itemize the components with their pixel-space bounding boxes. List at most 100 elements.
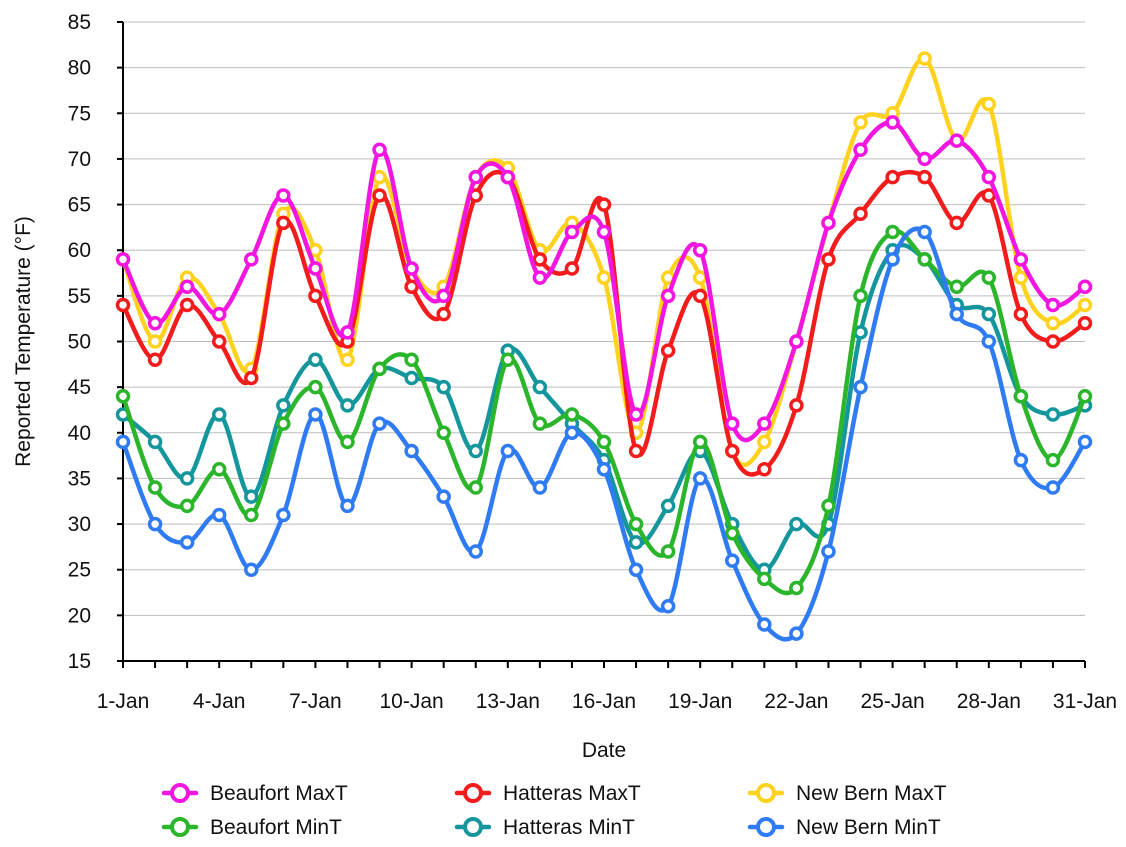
data-point-hatteras-mint <box>211 407 227 422</box>
data-point-beaufort-mint <box>853 288 868 304</box>
data-point-new-bern-maxt <box>1013 270 1029 285</box>
data-point-hatteras-maxt <box>244 370 259 386</box>
data-point-beaufort-maxt <box>532 270 548 285</box>
data-point-new-bern-mint <box>147 516 163 532</box>
data-point-hatteras-maxt <box>821 252 836 267</box>
data-point-hatteras-maxt <box>981 188 997 203</box>
data-point-new-bern-maxt <box>1077 297 1093 313</box>
data-point-beaufort-mint <box>596 434 612 450</box>
legend-item-new-bern-mint: New Bern MinT <box>747 816 941 839</box>
data-point-new-bern-mint <box>757 617 772 632</box>
y-tick-label: 35 <box>68 467 91 490</box>
data-point-beaufort-mint <box>628 516 644 532</box>
series-line-new-bern-maxt <box>120 56 1088 468</box>
legend-item-beaufort-mint: Beaufort MinT <box>161 816 342 839</box>
data-point-beaufort-maxt <box>244 252 259 267</box>
data-point-hatteras-mint <box>147 434 163 450</box>
series-group <box>115 51 1093 642</box>
legend: Beaufort MaxT Hatteras MaxT New Bern MaxT B… <box>161 782 947 839</box>
data-point-beaufort-maxt <box>564 224 580 240</box>
data-point-hatteras-mint <box>468 443 483 459</box>
data-point-beaufort-mint <box>1077 389 1093 404</box>
data-point-hatteras-maxt <box>211 334 227 349</box>
x-tick-label: 19-Jan <box>668 690 732 713</box>
series-hatteras-maxt <box>115 169 1093 477</box>
data-point-beaufort-mint <box>468 480 483 495</box>
data-point-new-bern-mint <box>500 443 516 459</box>
data-point-beaufort-maxt <box>821 215 836 231</box>
data-point-new-bern-mint <box>115 434 131 450</box>
y-tick-label: 75 <box>68 102 91 125</box>
data-point-beaufort-maxt <box>981 169 997 185</box>
data-point-new-bern-maxt <box>981 96 997 112</box>
data-point-hatteras-maxt <box>725 443 740 459</box>
data-point-beaufort-maxt <box>725 416 740 431</box>
legend-label: Hatteras MaxT <box>503 782 641 805</box>
data-point-beaufort-maxt <box>917 151 932 167</box>
data-point-beaufort-maxt <box>404 261 419 276</box>
legend-swatch-marker <box>463 817 483 837</box>
data-point-beaufort-maxt <box>211 306 227 322</box>
legend-label: Beaufort MinT <box>210 816 342 839</box>
data-point-hatteras-mint <box>308 352 323 368</box>
data-point-new-bern-mint <box>660 598 676 614</box>
tick-labels: 15 20 25 30 35 40 45 50 55 60 65 70 75 80 85 1-Jan 4-Jan… <box>68 11 1117 713</box>
data-point-beaufort-maxt <box>853 142 868 158</box>
data-point-beaufort-mint <box>372 361 387 377</box>
data-point-beaufort-maxt <box>147 315 163 331</box>
legend-swatch-marker <box>463 783 483 803</box>
data-point-hatteras-maxt <box>885 169 900 185</box>
legend-label: New Bern MinT <box>796 816 941 839</box>
y-axis-title: Reported Temperature (°F) <box>12 216 35 467</box>
data-point-new-bern-maxt <box>757 434 772 450</box>
data-point-beaufort-maxt <box>628 407 644 422</box>
y-tick-label: 30 <box>68 513 91 536</box>
y-tick-label: 70 <box>68 148 91 171</box>
data-point-new-bern-mint <box>1013 452 1029 468</box>
data-point-hatteras-maxt <box>147 352 163 368</box>
data-point-new-bern-mint <box>468 544 483 559</box>
x-tick-label: 22-Jan <box>764 690 828 713</box>
data-point-hatteras-maxt <box>564 261 580 276</box>
data-point-beaufort-mint <box>308 379 323 395</box>
data-point-new-bern-maxt <box>147 334 163 349</box>
data-point-hatteras-maxt <box>276 215 291 231</box>
data-point-new-bern-mint <box>436 489 451 504</box>
x-tick-label: 28-Jan <box>957 690 1021 713</box>
data-point-beaufort-maxt <box>308 261 323 276</box>
data-point-beaufort-mint <box>211 462 227 477</box>
data-point-hatteras-maxt <box>628 443 644 459</box>
data-point-beaufort-mint <box>179 498 195 514</box>
legend-swatch-marker <box>170 783 190 803</box>
data-point-beaufort-maxt <box>596 224 612 240</box>
data-point-beaufort-mint <box>115 389 131 404</box>
data-point-beaufort-maxt <box>500 169 516 185</box>
data-point-hatteras-mint <box>404 370 419 386</box>
data-point-beaufort-maxt <box>1077 279 1093 294</box>
data-point-hatteras-mint <box>340 398 355 413</box>
data-point-new-bern-mint <box>821 544 836 559</box>
legend-item-beaufort-maxt: Beaufort MaxT <box>161 782 348 805</box>
data-point-new-bern-maxt <box>692 270 708 285</box>
data-point-hatteras-maxt <box>596 197 612 212</box>
data-point-hatteras-mint <box>628 535 644 550</box>
data-point-beaufort-mint <box>885 224 900 240</box>
data-point-beaufort-maxt <box>436 288 451 304</box>
data-point-beaufort-maxt <box>1013 252 1029 267</box>
data-point-new-bern-mint <box>532 480 548 495</box>
data-point-new-bern-maxt <box>372 169 387 185</box>
data-point-beaufort-maxt <box>757 416 772 431</box>
data-point-new-bern-mint <box>692 471 708 486</box>
y-tick-label: 25 <box>68 559 91 582</box>
series-hatteras-mint <box>115 242 1093 577</box>
data-point-beaufort-mint <box>660 544 676 559</box>
data-point-beaufort-mint <box>340 434 355 450</box>
data-point-beaufort-mint <box>404 352 419 368</box>
data-point-hatteras-maxt <box>660 343 676 358</box>
data-point-new-bern-mint <box>596 462 612 477</box>
data-point-beaufort-mint <box>981 270 997 285</box>
data-point-hatteras-mint <box>789 516 804 532</box>
x-tick-label: 7-Jan <box>289 690 342 713</box>
data-point-hatteras-mint <box>1045 407 1061 422</box>
